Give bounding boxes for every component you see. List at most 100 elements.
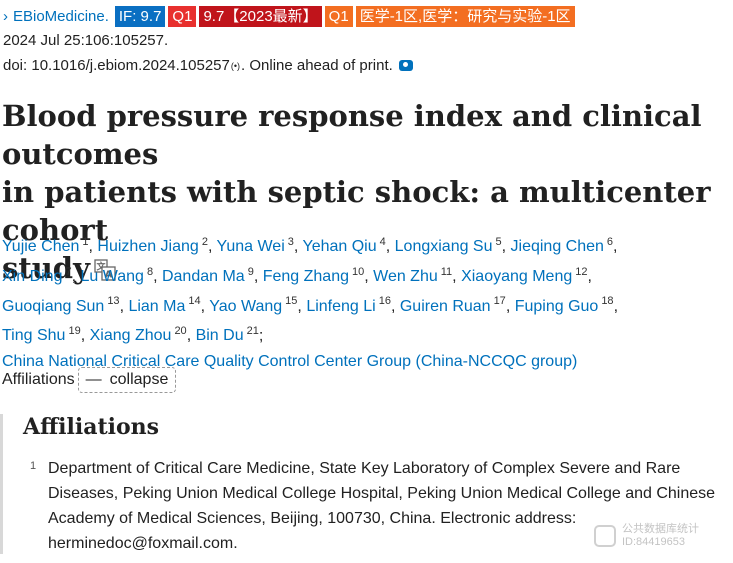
- author-link[interactable]: Fuping Guo: [514, 297, 599, 315]
- watermark: 公共数据库统计 ID:84419653: [594, 523, 699, 549]
- author-separator: ,: [80, 327, 90, 345]
- author-separator: ,: [297, 297, 307, 315]
- author-separator: ,: [119, 297, 129, 315]
- author-link[interactable]: Lu Wang: [80, 267, 144, 285]
- watermark-logo-icon: [594, 525, 616, 547]
- author-link[interactable]: Longxiang Su: [394, 238, 493, 256]
- author-affiliation-number[interactable]: 7: [65, 265, 72, 278]
- author-affiliation-number[interactable]: 1: [82, 236, 89, 248]
- category-badge: 医学-1区,医学：研究与实验-1区: [355, 5, 575, 27]
- minus-icon: —: [85, 371, 102, 388]
- author-link[interactable]: Yujie Chen: [2, 238, 80, 256]
- chevron-right-icon[interactable]: ›: [3, 7, 8, 25]
- author-separator: ,: [452, 267, 462, 285]
- author-list-semicolon: ;: [258, 327, 264, 345]
- author-link[interactable]: Ting Shu: [2, 327, 66, 345]
- publication-date: 2024 Jul 25:106:105257.: [3, 32, 169, 49]
- author-link[interactable]: Yehan Qiu: [302, 238, 377, 256]
- author-separator: ,: [88, 238, 98, 256]
- affiliations-panel: Affiliations 1 Department of Critical Ca…: [0, 414, 733, 554]
- author-affiliation-number[interactable]: 16: [378, 295, 391, 308]
- impact-factor-2023-badge: 9.7【2023最新】: [199, 5, 322, 27]
- author-group-link[interactable]: China National Critical Care Quality Con…: [2, 352, 578, 370]
- article-title: Blood pressure response index and clinic…: [2, 97, 733, 287]
- author-affiliation-number[interactable]: 2: [201, 236, 208, 248]
- author-separator: ,: [253, 267, 263, 285]
- author-affiliation-number[interactable]: 11: [440, 265, 453, 278]
- title-line-3: study: [2, 251, 90, 285]
- author-separator: ,: [186, 327, 196, 345]
- author-link[interactable]: Huizhen Jiang: [97, 238, 199, 256]
- author-affiliation-number[interactable]: 10: [351, 265, 365, 278]
- author-affiliation-number[interactable]: 17: [493, 295, 506, 308]
- author-separator: ,: [613, 297, 619, 315]
- affiliations-label: Affiliations: [2, 371, 75, 388]
- author-affiliation-number[interactable]: 12: [575, 265, 588, 278]
- collapse-button-label: collapse: [109, 371, 169, 388]
- journal-link[interactable]: EBioMedicine.: [13, 7, 109, 25]
- quartile-badge: Q1: [168, 5, 197, 27]
- doi-text[interactable]: doi: 10.1016/j.ebiom.2024.105257: [3, 57, 230, 74]
- author-link[interactable]: Wen Zhu: [373, 267, 438, 285]
- affiliations-toggle-row: Affiliations — collapse: [2, 367, 177, 393]
- author-separator: ,: [501, 238, 511, 256]
- journal-info-bar: › EBioMedicine. IF: 9.7 Q1 9.7【2023最新】 Q…: [3, 5, 578, 27]
- author-separator: ,: [390, 297, 400, 315]
- author-container: Yujie Chen 1, Huizhen Jiang 2, Yuna Wei 3, …: [2, 236, 619, 345]
- author-affiliation-number[interactable]: 20: [174, 324, 187, 337]
- translate-icon[interactable]: 文 A: [94, 259, 116, 281]
- author-link[interactable]: Lian Ma: [128, 297, 186, 315]
- author-link[interactable]: Xiang Zhou: [89, 327, 172, 345]
- author-affiliation-number[interactable]: 19: [68, 324, 81, 337]
- author-link[interactable]: Guoqiang Sun: [2, 297, 105, 315]
- author-affiliation-number[interactable]: 13: [107, 295, 120, 308]
- author-separator: ,: [364, 267, 374, 285]
- author-link[interactable]: Bin Du: [195, 327, 244, 345]
- svg-text:A: A: [105, 270, 113, 281]
- camera-icon[interactable]: [398, 60, 413, 71]
- impact-factor-badge: IF: 9.7: [114, 5, 166, 27]
- author-link[interactable]: Dandan Ma: [161, 267, 245, 285]
- author-affiliation-number[interactable]: 5: [495, 236, 502, 248]
- title-line-2: in patients with septic shock: a multice…: [2, 175, 711, 247]
- affiliation-item: 1 Department of Critical Care Medicine, …: [30, 456, 733, 556]
- author-affiliation-number[interactable]: 6: [606, 236, 614, 248]
- author-link[interactable]: Yuna Wei: [216, 238, 285, 256]
- author-link[interactable]: Jieqing Chen: [510, 238, 604, 256]
- author-link[interactable]: Linfeng Li: [306, 297, 376, 315]
- author-list: Yujie Chen 1, Huizhen Jiang 2, Yuna Wei 3, …: [2, 230, 702, 374]
- author-separator: ,: [587, 267, 592, 285]
- author-link[interactable]: Feng Zhang: [262, 267, 349, 285]
- author-separator: ,: [153, 267, 162, 285]
- author-link[interactable]: Xiaoyang Meng: [461, 267, 573, 285]
- author-separator: ,: [385, 238, 395, 256]
- author-affiliation-number[interactable]: 8: [146, 265, 154, 278]
- collapse-button[interactable]: — collapse: [77, 367, 177, 393]
- watermark-line-2: ID:84419653: [622, 536, 685, 548]
- author-link[interactable]: Xin Ding: [2, 267, 63, 285]
- quartile-badge-secondary: Q1: [324, 5, 353, 27]
- author-affiliation-number[interactable]: 3: [287, 236, 294, 248]
- doi-suffix: . Online ahead of print.: [241, 57, 393, 74]
- author-link[interactable]: Guiren Ruan: [399, 297, 491, 315]
- watermark-line-1: 公共数据库统计: [622, 523, 699, 535]
- author-affiliation-number[interactable]: 15: [285, 295, 298, 308]
- author-separator: ,: [613, 238, 618, 256]
- author-affiliation-number[interactable]: 9: [247, 265, 254, 278]
- author-separator: ,: [71, 267, 81, 285]
- author-separator: ,: [293, 238, 303, 256]
- author-separator: ,: [505, 297, 515, 315]
- doi-line: doi: 10.1016/j.ebiom.2024.105257 (•) . O…: [3, 57, 413, 74]
- author-separator: ,: [207, 238, 217, 256]
- author-link[interactable]: Yao Wang: [209, 297, 283, 315]
- watermark-text: 公共数据库统计 ID:84419653: [622, 523, 699, 549]
- author-affiliation-number[interactable]: 18: [601, 295, 614, 308]
- affiliation-text: Department of Critical Care Medicine, St…: [48, 460, 716, 552]
- author-affiliation-number[interactable]: 4: [379, 236, 386, 248]
- svg-text:文: 文: [95, 261, 106, 273]
- author-affiliation-number[interactable]: 21: [246, 324, 259, 337]
- doi-signal-icon: (•): [230, 60, 241, 71]
- author-affiliation-number[interactable]: 14: [188, 295, 201, 308]
- title-line-1: Blood pressure response index and clinic…: [2, 99, 702, 171]
- author-separator: ,: [200, 297, 210, 315]
